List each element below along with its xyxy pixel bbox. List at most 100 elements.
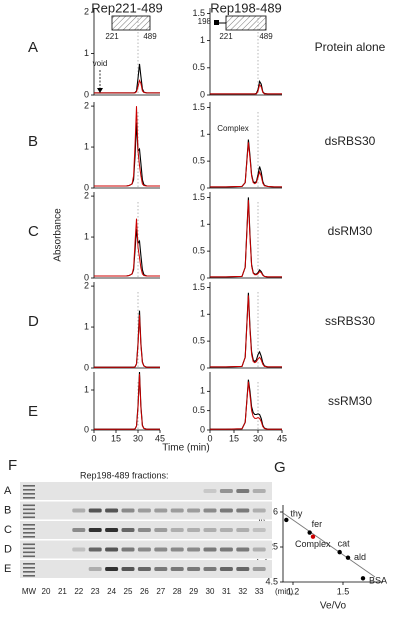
trace xyxy=(210,295,282,368)
panel-label: D xyxy=(28,313,39,330)
protein-band xyxy=(203,489,217,493)
ladder-band xyxy=(23,528,35,530)
y-tick-label: 1.5 xyxy=(192,102,205,112)
lane-label: 33 xyxy=(255,587,264,596)
protein-band xyxy=(203,547,217,552)
panel-label: F xyxy=(8,457,17,474)
lane-label: 30 xyxy=(206,587,215,596)
protein-band xyxy=(203,508,217,513)
axis xyxy=(209,372,282,431)
y-tick-label: 1.5 xyxy=(192,192,205,202)
lane-label: 21 xyxy=(58,587,67,596)
trace xyxy=(210,83,282,95)
trace xyxy=(210,200,282,278)
axis xyxy=(93,102,160,189)
y-tick-label: 2 xyxy=(84,190,89,200)
point xyxy=(284,517,289,523)
point xyxy=(345,555,351,560)
y-tick-label: 0 xyxy=(200,424,205,434)
x-tick-label: 45 xyxy=(277,433,287,443)
column-title: Rep198-489 xyxy=(210,0,282,15)
axis xyxy=(209,282,282,369)
trace xyxy=(94,122,160,187)
x-tick-label: 0 xyxy=(91,433,96,443)
ladder-band xyxy=(23,508,35,511)
lane-label: 28 xyxy=(173,587,182,596)
y-tick-label: 0 xyxy=(84,182,89,192)
lane-label: 22 xyxy=(74,587,83,596)
protein-band xyxy=(219,528,233,532)
construct-extension-label: 198 xyxy=(198,17,212,26)
y-tick-label: 2 xyxy=(84,280,89,290)
y-tick-label: 0 xyxy=(200,89,205,99)
point xyxy=(310,534,316,539)
trace xyxy=(210,79,282,95)
y-tick-label: 0 xyxy=(84,424,89,434)
ladder-band xyxy=(23,524,35,526)
panel-label: G xyxy=(274,459,286,476)
gel-strip xyxy=(20,501,272,520)
y-tick-label: 0.5 xyxy=(192,62,205,72)
trace xyxy=(94,314,160,368)
ladder-band xyxy=(23,575,35,577)
ladder-band xyxy=(23,536,35,538)
point xyxy=(307,530,312,535)
protein-band xyxy=(154,528,168,532)
y-tick-label: 1 xyxy=(84,231,89,241)
x-tick-label: 1.2 xyxy=(287,586,300,596)
ladder-band xyxy=(23,563,35,565)
protein-band xyxy=(187,508,201,513)
protein-band xyxy=(105,528,119,532)
ladder-band xyxy=(23,567,35,569)
protein-band xyxy=(170,528,184,532)
y-tick-label: 0 xyxy=(200,362,205,372)
ladder-band xyxy=(23,571,35,573)
ladder-band xyxy=(23,493,35,495)
y-tick-label: 1.5 xyxy=(192,282,205,292)
lane-label: 29 xyxy=(189,587,198,596)
trace xyxy=(94,228,160,277)
protein-band xyxy=(154,567,168,571)
protein-band xyxy=(219,547,233,552)
protein-band xyxy=(219,508,233,513)
annotation-arrowhead xyxy=(97,88,103,93)
protein-band xyxy=(105,547,119,552)
gel-row-label: A xyxy=(4,485,12,497)
protein-band xyxy=(105,508,119,513)
panel-label: E xyxy=(28,403,38,420)
ladder-band xyxy=(23,516,35,519)
x-tick-label: 30 xyxy=(133,433,143,443)
protein-band xyxy=(252,567,266,571)
construct-end: 489 xyxy=(259,32,273,41)
x-tick-label: 15 xyxy=(111,433,121,443)
gel-row-label: B xyxy=(4,504,11,516)
protein-band xyxy=(236,508,250,513)
axis xyxy=(209,192,282,279)
protein-band xyxy=(88,528,102,532)
construct-start: 221 xyxy=(105,32,119,41)
lane-label: 27 xyxy=(156,587,165,596)
protein-band xyxy=(252,547,266,552)
protein-band xyxy=(236,567,250,571)
fit-line xyxy=(282,512,376,578)
protein-band xyxy=(187,528,201,532)
y-tick-label: 6 xyxy=(273,506,278,516)
gel-row-label: E xyxy=(4,563,11,575)
trace xyxy=(210,142,282,188)
point-label: thy xyxy=(290,508,303,518)
ladder-band xyxy=(23,547,35,550)
x-tick-label: 0 xyxy=(207,433,212,443)
protein-band xyxy=(236,528,250,532)
protein-band xyxy=(72,528,86,532)
condition-label: ssRBS30 xyxy=(325,314,375,328)
lane-label: 31 xyxy=(222,587,231,596)
condition-label: ssRM30 xyxy=(328,394,372,408)
y-tick-label: 1 xyxy=(84,141,89,151)
condition-label: dsRBS30 xyxy=(325,134,376,148)
trace xyxy=(210,139,282,188)
protein-band xyxy=(154,508,168,513)
x-axis-label: Time (min) xyxy=(162,443,209,454)
axis xyxy=(93,282,160,369)
trace xyxy=(94,79,160,94)
y-tick-label: 1 xyxy=(84,48,89,58)
